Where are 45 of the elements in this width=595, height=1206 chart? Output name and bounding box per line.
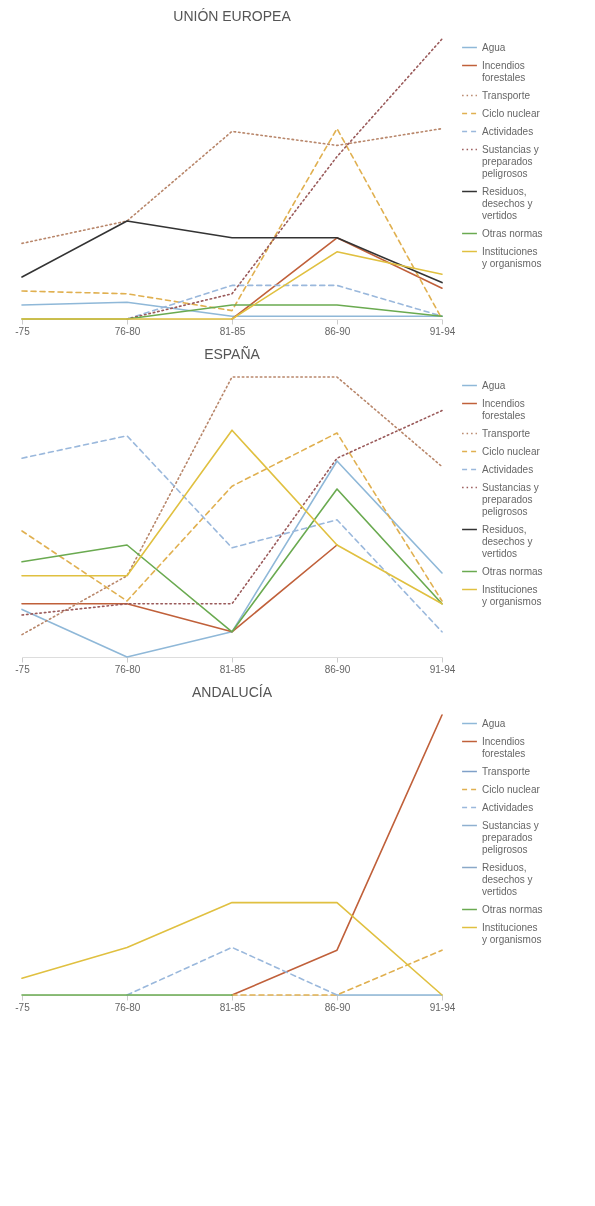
x-tick-label: -75: [15, 325, 31, 337]
legend-label: Actividades: [482, 125, 534, 137]
legend-label: Sustancias y preparados peligrosos: [482, 819, 539, 855]
x-tick-label: -75: [15, 663, 31, 675]
legend-label: Transporte: [482, 89, 531, 101]
legend-label: Transporte: [482, 765, 531, 777]
legend-label: Residuos, desechos y vertidos: [482, 523, 533, 559]
x-tick-label: 76-80: [114, 325, 141, 337]
legend-label: Otras normas: [482, 903, 543, 915]
legend-label: Actividades: [482, 801, 534, 813]
x-tick-label: 91-94: [429, 663, 456, 675]
legend-label: Otras normas: [482, 227, 543, 239]
x-tick-label: -75: [15, 1001, 31, 1013]
legend-label: Incendios forestales: [482, 735, 526, 759]
chart-title: ESPAÑA: [204, 346, 261, 363]
x-tick-label: 86-90: [324, 663, 351, 675]
chart-title: UNIÓN EUROPEA: [173, 8, 292, 25]
x-tick-label: 76-80: [114, 663, 141, 675]
legend-label: Instituciones y organismos: [482, 245, 542, 269]
legend-label: Transporte: [482, 427, 531, 439]
x-tick-label: 81-85: [219, 1001, 246, 1013]
chart-title: ANDALUCÍA: [191, 684, 273, 701]
x-tick-label: 91-94: [429, 325, 456, 337]
legend-label: Ciclo nuclear: [482, 107, 541, 119]
legend-label: Residuos, desechos y vertidos: [482, 185, 533, 221]
legend-label: Sustancias y preparados peligrosos: [482, 143, 539, 179]
legend-label: Instituciones y organismos: [482, 583, 542, 607]
x-tick-label: 86-90: [324, 325, 351, 337]
x-tick-label: 76-80: [114, 1001, 141, 1013]
legend-label: Otras normas: [482, 565, 543, 577]
x-tick-label: 81-85: [219, 325, 246, 337]
x-tick-label: 86-90: [324, 1001, 351, 1013]
legend-label: Incendios forestales: [482, 59, 526, 83]
legend-label: Actividades: [482, 463, 534, 475]
legend-label: Residuos, desechos y vertidos: [482, 861, 533, 897]
legend-label: Incendios forestales: [482, 397, 526, 421]
legend-label: Agua: [482, 379, 506, 391]
x-tick-label: 81-85: [219, 663, 246, 675]
legend-label: Instituciones y organismos: [482, 921, 542, 945]
x-tick-label: 91-94: [429, 1001, 456, 1013]
legend-label: Agua: [482, 41, 506, 53]
legend-label: Ciclo nuclear: [482, 445, 541, 457]
legend-label: Ciclo nuclear: [482, 783, 541, 795]
legend-label: Agua: [482, 717, 506, 729]
legend-label: Sustancias y preparados peligrosos: [482, 481, 539, 517]
